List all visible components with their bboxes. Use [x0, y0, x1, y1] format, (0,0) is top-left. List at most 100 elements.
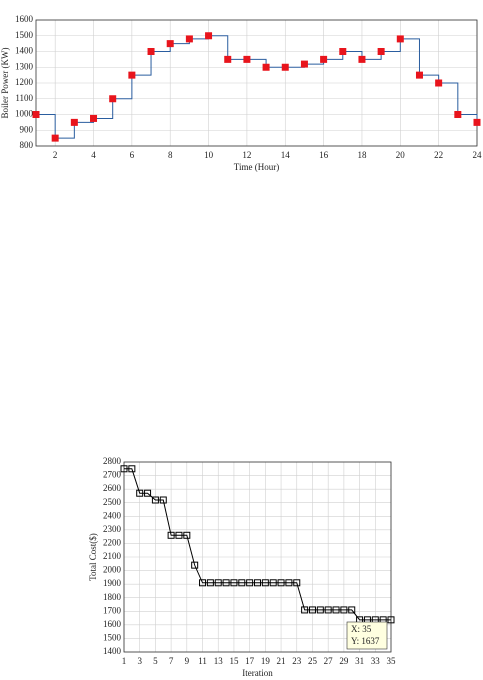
- y-tick-label: 1600: [15, 14, 34, 24]
- y-tick-label: 1900: [103, 578, 122, 588]
- y-tick-label: 2100: [103, 551, 122, 561]
- marker: [109, 95, 117, 103]
- y-tick-label: 1700: [103, 605, 122, 615]
- marker: [340, 606, 348, 614]
- marker: [144, 489, 152, 497]
- marker: [90, 114, 98, 122]
- marker: [120, 465, 128, 473]
- marker: [262, 63, 270, 71]
- y-tick-label: 2500: [103, 497, 122, 507]
- marker: [339, 48, 347, 55]
- marker: [147, 48, 155, 55]
- y-tick-label: 1600: [103, 619, 122, 629]
- x-tick-label: 20: [396, 150, 406, 160]
- plot-frame: [123, 461, 392, 653]
- marker: [281, 63, 289, 71]
- marker: [332, 606, 340, 614]
- marker: [32, 111, 40, 118]
- annotation-box: [346, 621, 388, 650]
- y-tick-label: 1200: [15, 77, 34, 87]
- x-tick-label: 7: [169, 656, 174, 666]
- x-tick-label: 29: [339, 656, 349, 666]
- x-tick-label: 3: [137, 656, 142, 666]
- x-tick-label: 31: [355, 656, 364, 666]
- marker: [301, 606, 309, 614]
- x-axis-label: Time (Hour): [234, 162, 279, 172]
- marker: [348, 606, 356, 614]
- marker: [316, 606, 324, 614]
- marker: [230, 579, 238, 587]
- x-tick-label: 5: [153, 656, 158, 666]
- y-tick-label: 2800: [103, 456, 122, 466]
- y-tick-label: 2400: [103, 510, 122, 520]
- marker: [415, 71, 423, 79]
- marker: [70, 118, 78, 126]
- x-tick-label: 10: [204, 150, 214, 160]
- marker: [191, 561, 199, 569]
- x-tick-label: 14: [281, 150, 291, 160]
- marker: [261, 579, 269, 587]
- y-tick-label: 2700: [103, 470, 122, 480]
- x-tick-label: 18: [357, 150, 367, 160]
- marker: [454, 111, 462, 118]
- marker: [320, 55, 328, 63]
- x-tick-label: 22: [434, 150, 443, 160]
- marker: [308, 606, 316, 614]
- y-tick-label: 1300: [15, 61, 34, 71]
- x-tick-label: 35: [387, 656, 397, 666]
- x-tick-label: 2: [53, 150, 58, 160]
- marker: [167, 531, 175, 539]
- marker: [136, 489, 144, 497]
- y-tick-label: 1500: [15, 30, 34, 40]
- x-tick-label: 24: [473, 150, 483, 160]
- x-tick-label: 13: [214, 656, 224, 666]
- marker: [175, 531, 183, 539]
- series-line: [124, 468, 391, 621]
- marker: [166, 40, 174, 48]
- y-tick-label: 1000: [15, 109, 34, 119]
- y-tick-label: 2200: [103, 537, 122, 547]
- marker: [128, 465, 136, 473]
- y-tick-label: 1400: [15, 46, 34, 56]
- marker: [214, 579, 222, 587]
- marker: [435, 79, 443, 87]
- marker: [269, 579, 277, 587]
- marker: [293, 579, 301, 587]
- marker: [222, 579, 230, 587]
- marker: [277, 579, 285, 587]
- marker: [246, 579, 254, 587]
- marker: [396, 35, 404, 43]
- series-line: [36, 35, 478, 139]
- annotation-text: X: 35: [351, 624, 372, 634]
- y-tick-label: 900: [20, 124, 34, 134]
- marker: [300, 60, 308, 68]
- x-tick-label: 16: [319, 150, 329, 160]
- marker: [243, 55, 251, 63]
- x-tick-label: 19: [261, 656, 271, 666]
- marker: [324, 606, 332, 614]
- y-tick-label: 1100: [15, 93, 33, 103]
- x-tick-label: 12: [242, 150, 251, 160]
- x-axis-label: Iteration: [242, 668, 273, 678]
- y-tick-label: 2300: [103, 524, 122, 534]
- marker: [206, 579, 214, 587]
- plot-frame: [35, 19, 478, 147]
- y-tick-label: 2000: [103, 565, 122, 575]
- x-tick-label: 23: [292, 656, 302, 666]
- annotation-text: Y: 1637: [351, 636, 380, 646]
- marker: [205, 32, 213, 40]
- marker: [183, 531, 191, 539]
- marker: [51, 134, 59, 142]
- marker: [473, 118, 481, 126]
- x-tick-label: 6: [130, 150, 135, 160]
- marker: [159, 496, 167, 504]
- y-axis-label: Boiler Power (KW): [0, 48, 10, 119]
- x-tick-label: 11: [198, 656, 207, 666]
- marker: [224, 55, 232, 63]
- y-tick-label: 1800: [103, 592, 122, 602]
- marker: [285, 579, 293, 587]
- marker: [151, 496, 159, 504]
- marker: [358, 55, 366, 63]
